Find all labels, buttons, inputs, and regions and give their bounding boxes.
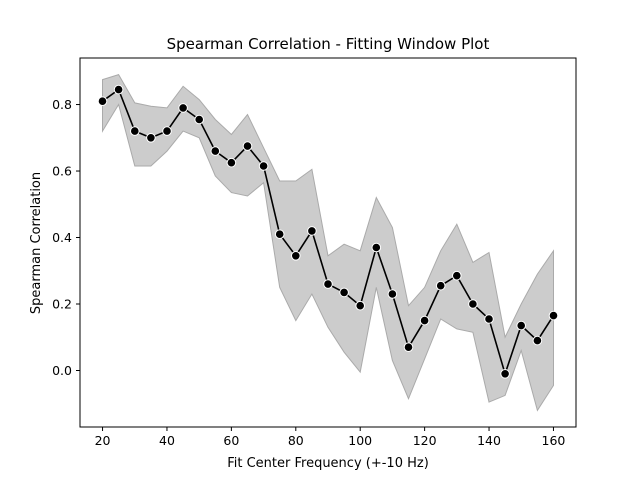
data-point bbox=[387, 289, 398, 299]
x-tick-label: 80 bbox=[288, 433, 304, 448]
y-tick-label: 0.0 bbox=[52, 363, 72, 378]
data-point bbox=[452, 270, 462, 281]
data-point bbox=[532, 335, 543, 346]
data-point bbox=[548, 310, 559, 321]
axes-frame bbox=[79, 57, 577, 428]
data-point bbox=[130, 126, 140, 136]
y-axis-label: Spearman Correlation bbox=[29, 172, 44, 314]
x-axis-label: Fit Center Frequency (+-10 Hz) bbox=[227, 456, 429, 471]
data-point bbox=[113, 84, 124, 95]
data-point bbox=[339, 287, 349, 298]
data-point bbox=[210, 146, 221, 156]
x-tick-label: 160 bbox=[542, 433, 566, 448]
x-tick-label: 120 bbox=[413, 433, 437, 448]
data-point bbox=[468, 299, 478, 309]
data-point bbox=[323, 279, 333, 289]
data-point bbox=[516, 320, 527, 331]
data-point bbox=[274, 229, 285, 239]
y-tick-label: 0.2 bbox=[52, 297, 72, 312]
data-point bbox=[291, 251, 301, 261]
data-point bbox=[419, 315, 430, 326]
data-point bbox=[194, 114, 204, 125]
x-tick-label: 40 bbox=[159, 433, 175, 448]
x-tick-label: 60 bbox=[223, 433, 239, 448]
confidence-band bbox=[102, 74, 554, 412]
plot-area: 20 40 60 80 100 120 140 160 0.0 0.2 0.4 0.6 0.8 bbox=[52, 57, 577, 448]
data-point bbox=[226, 157, 237, 168]
x-tick-label: 100 bbox=[348, 433, 372, 448]
chart-title: Spearman Correlation - Fitting Window Pl… bbox=[167, 35, 490, 53]
data-point bbox=[97, 96, 108, 106]
x-tick-label: 20 bbox=[95, 433, 111, 448]
x-tick-label: 140 bbox=[477, 433, 501, 448]
data-point bbox=[146, 133, 156, 143]
data-point bbox=[484, 314, 494, 324]
data-point bbox=[371, 242, 382, 253]
data-point bbox=[162, 126, 172, 136]
data-point bbox=[355, 300, 366, 311]
data-point bbox=[403, 342, 414, 353]
y-tick-label: 0.8 bbox=[52, 97, 72, 112]
data-point bbox=[258, 161, 269, 171]
y-tick-label: 0.4 bbox=[52, 230, 72, 245]
data-point bbox=[178, 103, 188, 113]
y-tick-label: 0.6 bbox=[52, 164, 72, 179]
data-point bbox=[500, 369, 510, 379]
data-point bbox=[307, 226, 317, 236]
data-point bbox=[435, 280, 446, 291]
data-point bbox=[242, 141, 253, 151]
